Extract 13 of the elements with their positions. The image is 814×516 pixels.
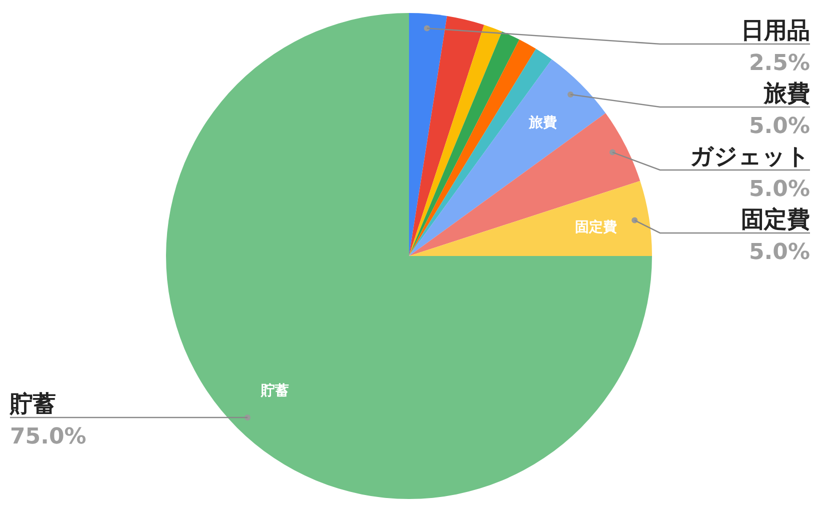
data-label: 2.5% bbox=[748, 51, 810, 76]
slice-label: 旅費 bbox=[763, 81, 810, 107]
data-label: 75.0% bbox=[10, 424, 86, 450]
slice-label: ガジェット bbox=[690, 144, 810, 170]
slice-label: 旅費 bbox=[528, 114, 558, 131]
slice-label: 貯蓄 bbox=[9, 392, 56, 418]
slice-label: 固定費 bbox=[575, 218, 618, 236]
data-label: 5.0% bbox=[748, 114, 810, 139]
slice-label: 貯蓄 bbox=[260, 382, 289, 400]
data-label: 5.0% bbox=[748, 240, 810, 265]
slice-label: 固定費 bbox=[741, 206, 810, 233]
slice-label: 日用品 bbox=[741, 18, 810, 44]
data-label: 5.0% bbox=[748, 177, 810, 202]
